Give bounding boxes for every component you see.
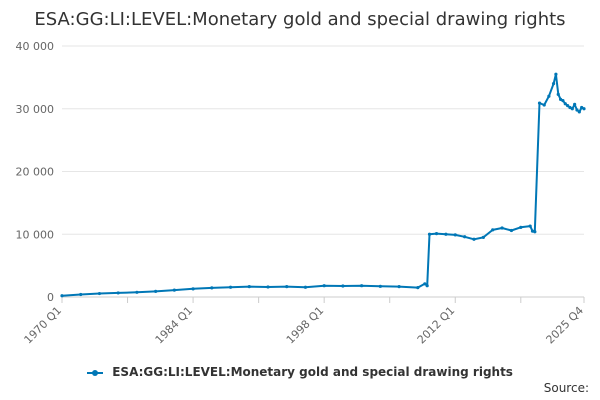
data-point[interactable] <box>322 284 326 288</box>
x-tick-label: 2012 Q1 <box>415 304 458 347</box>
data-point[interactable] <box>228 285 233 289</box>
x-tick-label: 1998 Q1 <box>284 304 327 347</box>
data-point[interactable] <box>542 103 546 107</box>
data-point[interactable] <box>303 285 308 289</box>
data-point[interactable] <box>266 285 270 289</box>
y-tick-label: 0 <box>47 291 54 304</box>
data-point[interactable] <box>434 232 439 236</box>
data-point[interactable] <box>568 105 572 110</box>
data-point[interactable] <box>500 226 504 230</box>
data-point[interactable] <box>561 98 565 103</box>
data-point[interactable] <box>563 102 567 106</box>
data-point[interactable] <box>444 232 448 236</box>
data-point[interactable] <box>416 285 420 290</box>
data-point[interactable] <box>554 72 558 76</box>
data-point[interactable] <box>427 232 432 236</box>
x-axis <box>61 296 585 303</box>
legend[interactable]: ESA:GG:LI:LEVEL:Monetary gold and specia… <box>0 365 600 379</box>
data-point[interactable] <box>397 285 401 289</box>
data-point[interactable] <box>577 110 581 114</box>
data-point[interactable] <box>341 284 345 288</box>
data-point[interactable] <box>570 107 574 111</box>
data-point[interactable] <box>558 97 563 101</box>
legend-line-marker-icon <box>87 368 104 378</box>
data-point[interactable] <box>453 233 457 237</box>
data-point[interactable] <box>378 284 382 288</box>
y-tick-label: 10 000 <box>16 228 55 241</box>
data-point[interactable] <box>135 290 139 294</box>
data-point[interactable] <box>472 237 476 241</box>
data-point[interactable] <box>528 224 532 228</box>
data-point[interactable] <box>154 289 158 293</box>
source-label: Source: <box>543 381 589 395</box>
data-point[interactable] <box>116 291 120 295</box>
data-point[interactable] <box>360 284 364 288</box>
data-point[interactable] <box>575 108 579 112</box>
data-point[interactable] <box>551 82 556 86</box>
legend-label: ESA:GG:LI:LEVEL:Monetary gold and specia… <box>112 365 513 379</box>
data-point[interactable] <box>285 285 289 289</box>
x-tick-label: 1970 Q1 <box>22 304 65 347</box>
data-point[interactable] <box>491 228 495 232</box>
data-point[interactable] <box>463 235 467 239</box>
x-axis-labels: 1970 Q1 1984 Q1 1998 Q1 2012 Q1 2025 Q4 <box>22 304 587 347</box>
data-point[interactable] <box>556 92 560 96</box>
data-point[interactable] <box>172 288 176 292</box>
data-point[interactable] <box>582 107 586 111</box>
data-point[interactable] <box>573 102 577 106</box>
x-tick-label: 1984 Q1 <box>153 304 196 347</box>
data-point[interactable] <box>97 291 102 296</box>
data-point[interactable] <box>533 230 537 234</box>
y-tick-label: 40 000 <box>16 40 55 53</box>
data-point[interactable] <box>79 292 83 297</box>
x-tick-label: 2025 Q4 <box>544 304 587 347</box>
data-point[interactable] <box>547 94 551 98</box>
data-point[interactable] <box>210 286 214 290</box>
data-point[interactable] <box>247 285 251 289</box>
data-point[interactable] <box>519 225 523 229</box>
data-point[interactable] <box>580 105 584 110</box>
series-layer <box>60 72 586 298</box>
y-tick-label: 20 000 <box>16 166 55 179</box>
data-point[interactable] <box>509 228 514 233</box>
chart-title: ESA:GG:LI:LEVEL:Monetary gold and specia… <box>34 9 566 30</box>
y-axis-labels: 0 10 000 20 000 30 000 40 000 <box>16 40 55 304</box>
data-point[interactable] <box>423 282 427 286</box>
gridlines <box>62 45 584 298</box>
data-point[interactable] <box>481 235 485 239</box>
y-tick-label: 30 000 <box>16 103 55 116</box>
data-point[interactable] <box>425 284 429 288</box>
series-line[interactable] <box>61 73 585 297</box>
data-point[interactable] <box>566 104 570 108</box>
data-point[interactable] <box>60 294 64 298</box>
data-point[interactable] <box>537 101 542 105</box>
data-point[interactable] <box>191 287 195 291</box>
